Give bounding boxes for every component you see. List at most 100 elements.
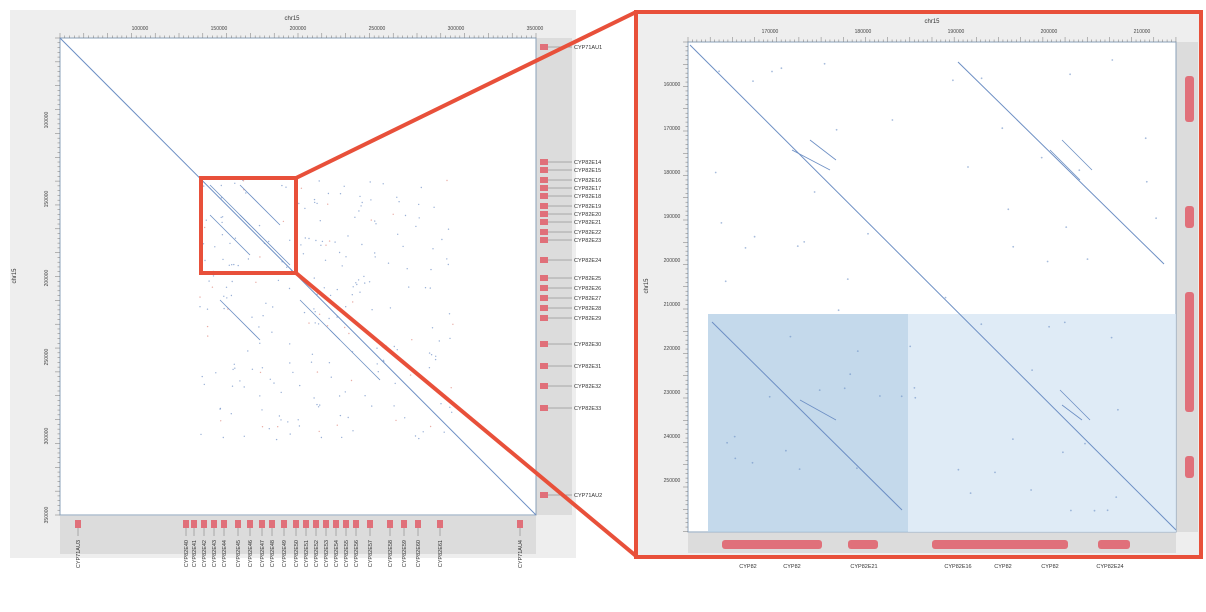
right-dot [944, 296, 947, 299]
left-side-tick-label: 150000 [44, 190, 50, 207]
left-dot [327, 203, 329, 205]
left-dot [415, 225, 417, 228]
left-dot [203, 185, 205, 187]
left-dot [361, 243, 363, 246]
right-dot [843, 387, 846, 390]
left-dot [247, 258, 250, 260]
left-right-gene-box [540, 285, 548, 291]
right-dot [1155, 217, 1157, 220]
left-dot [247, 350, 249, 352]
right-dot [823, 62, 826, 65]
left-dot [431, 327, 434, 329]
right-bottom-gene-label: CYP82 [994, 564, 1011, 570]
left-dot [314, 201, 316, 204]
left-dot [328, 317, 330, 320]
left-right-gene-box [540, 229, 548, 235]
left-dot [220, 184, 222, 187]
left-segment [219, 299, 261, 341]
right-dot [1093, 509, 1096, 512]
left-dot [292, 371, 294, 374]
left-dot [261, 367, 264, 369]
left-dot [377, 371, 379, 373]
left-dot [334, 241, 336, 243]
left-dot [297, 419, 299, 421]
right-dot [1007, 208, 1010, 211]
left-bottom-gene-box [437, 520, 443, 528]
left-dot [259, 342, 261, 344]
left-dot [278, 415, 281, 417]
left-dot [376, 363, 378, 365]
left-dot [212, 275, 215, 277]
right-dot [849, 373, 852, 376]
right-dot [1144, 137, 1147, 140]
left-dot [438, 340, 440, 342]
left-dot [277, 426, 279, 428]
right-dot [718, 70, 720, 73]
right-top-tick-label: 200000 [1041, 29, 1058, 35]
left-dot [345, 256, 347, 258]
left-dot [347, 235, 349, 237]
left-dot [285, 186, 287, 188]
right-dot [957, 468, 960, 471]
left-dot [255, 281, 257, 283]
left-dot [300, 244, 302, 246]
left-right-gene-label: CYP71AU2 [574, 493, 602, 499]
left-dot [430, 268, 432, 271]
right-bottom-gene-label: CYP82 [739, 564, 756, 570]
right-side-tick-label: 210000 [664, 302, 681, 308]
left-dot [243, 386, 245, 388]
left-dot [313, 397, 315, 399]
right-dot [846, 278, 849, 280]
right-dot [1040, 156, 1043, 159]
left-dot [429, 287, 431, 289]
left-right-gene-label: CYP82E14 [574, 160, 601, 166]
right-dot [1001, 127, 1004, 130]
left-dotplot-points [199, 179, 454, 441]
left-dot [223, 295, 225, 297]
left-right-gene-box [540, 405, 548, 411]
left-dot [375, 223, 377, 225]
left-bottom-gene-box [517, 520, 523, 528]
left-dot [404, 214, 407, 217]
left-dot [317, 323, 320, 325]
left-bottom-gene-label: CYP82E46 [248, 540, 254, 567]
left-dot [225, 286, 228, 288]
right-dot [879, 395, 881, 397]
left-dot [231, 385, 234, 387]
shaded-region-light [908, 314, 1176, 532]
left-dot [330, 376, 332, 378]
left-dot [326, 325, 329, 327]
left-dot [369, 181, 371, 183]
right-dot [1063, 321, 1066, 324]
left-dot [348, 332, 350, 335]
left-dot [393, 345, 395, 348]
right-bottom-gene-label: CYP82E21 [850, 564, 877, 570]
left-side-tick-label: 250000 [44, 348, 50, 365]
left-right-gene-label: CYP82E28 [574, 306, 601, 312]
left-dot [361, 201, 363, 204]
left-dot [327, 192, 330, 195]
left-dot [289, 433, 291, 435]
left-dot [449, 406, 451, 408]
left-dot [324, 259, 327, 261]
left-dot [387, 262, 390, 264]
left-bottom-gene-box [281, 520, 287, 528]
left-dot [406, 268, 408, 270]
right-side-tick-label: 190000 [664, 214, 681, 220]
left-bottom-gene-label: CYP82E40 [184, 540, 190, 567]
left-dot [251, 368, 254, 370]
left-dot [392, 213, 394, 215]
left-dot [371, 309, 373, 311]
left-dot [395, 419, 397, 422]
left-dot [394, 382, 396, 385]
left-dot [281, 184, 283, 187]
right-side-tick-label: 200000 [664, 258, 681, 264]
left-dot [215, 372, 217, 374]
left-right-gene-box [540, 363, 548, 369]
right-dot [1069, 73, 1071, 76]
left-dot [316, 202, 318, 205]
left-bottom-gene-box [343, 520, 349, 528]
left-dot [370, 219, 372, 221]
right-dot [1031, 369, 1033, 371]
right-dot [1145, 180, 1148, 183]
